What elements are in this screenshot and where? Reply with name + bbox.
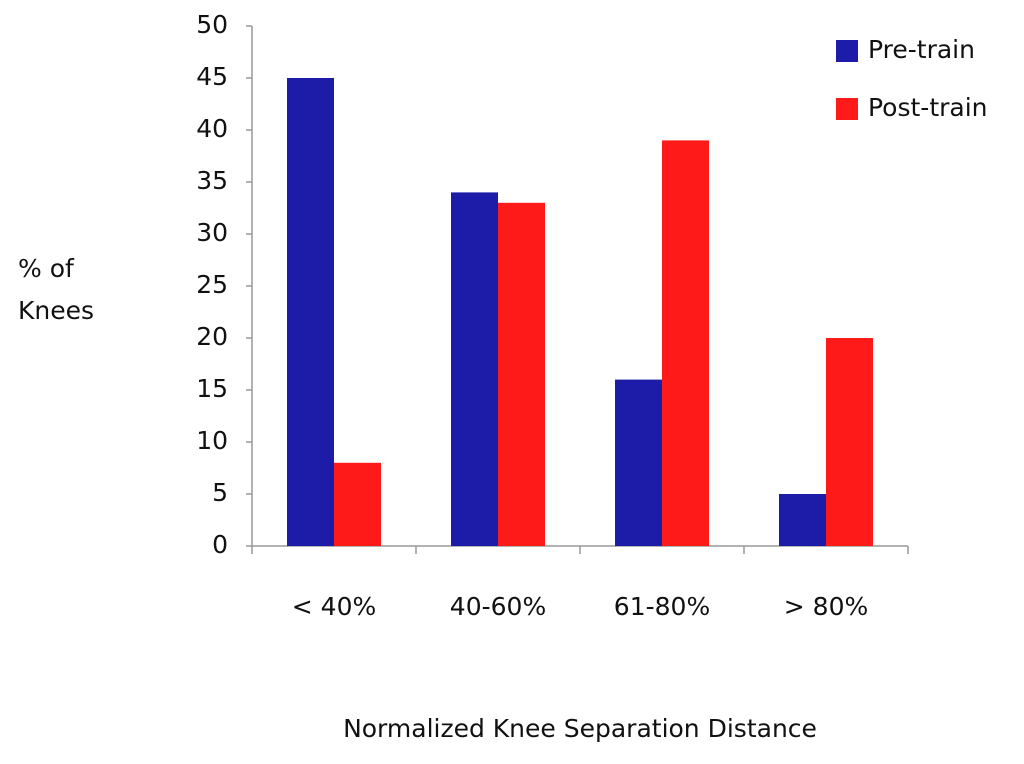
y-tick-label: 10 xyxy=(196,426,228,455)
legend-label: Pre-train xyxy=(868,35,975,64)
y-axis-title: % of xyxy=(18,254,75,283)
y-tick-label: 20 xyxy=(196,322,228,351)
y-tick-label: 0 xyxy=(212,530,228,559)
bar xyxy=(615,379,662,546)
x-tick-label: > 80% xyxy=(784,592,868,621)
bar xyxy=(451,192,498,546)
y-tick-label: 25 xyxy=(196,270,228,299)
bar xyxy=(287,78,334,546)
legend-label: Post-train xyxy=(868,93,988,122)
bar xyxy=(334,462,381,546)
bar xyxy=(498,202,545,547)
bar xyxy=(779,494,826,546)
y-tick-label: 40 xyxy=(196,114,228,143)
x-axis-title: Normalized Knee Separation Distance xyxy=(343,714,817,743)
x-tick-label: < 40% xyxy=(292,592,376,621)
bar xyxy=(662,140,709,546)
y-tick-label: 5 xyxy=(212,478,228,507)
legend-swatch xyxy=(836,40,858,62)
y-tick-label: 45 xyxy=(196,62,228,91)
y-axis-title: Knees xyxy=(18,296,94,325)
y-tick-label: 35 xyxy=(196,166,228,195)
y-tick-label: 30 xyxy=(196,218,228,247)
legend-swatch xyxy=(836,98,858,120)
x-tick-label: 61-80% xyxy=(614,592,710,621)
y-tick-label: 15 xyxy=(196,374,228,403)
bar xyxy=(826,338,873,546)
y-tick-label: 50 xyxy=(196,10,228,39)
x-tick-label: 40-60% xyxy=(450,592,546,621)
